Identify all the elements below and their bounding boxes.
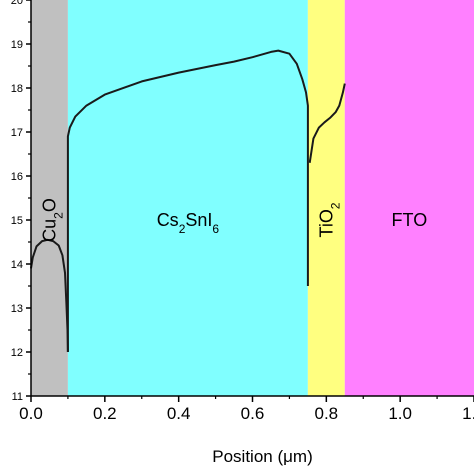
region-label-0: Cu2O [39,198,65,242]
series-0-segment-0 [30,238,69,353]
y-tick-label-7: 18 [11,83,23,95]
regions [31,0,474,396]
region-label-2: TiO2 [316,202,342,237]
y-tick-label-8: 19 [11,39,23,51]
x-tick-label-4: 0.8 [315,404,339,423]
x-tick-label-6: 1.2 [462,404,474,423]
y-tick-label-3: 14 [11,259,23,271]
region-0 [31,0,68,396]
region-labels: Cu2O Cs2SnI6 TiO2 FTO [39,198,427,242]
x-tick-label-5: 1.0 [388,404,412,423]
y-tick-label-1: 12 [11,347,23,359]
region-2 [307,0,345,396]
region-3 [344,0,474,396]
y-tick-label-0: 11 [12,391,23,403]
region-label-3: FTO [392,210,428,230]
region-1 [67,0,308,396]
x-tick-label-2: 0.4 [167,404,191,423]
series-0-segment-1 [66,49,309,352]
y-tick-label-6: 17 [11,127,23,139]
x-axis-label: Position (μm) [212,447,312,466]
y-tick-label-5: 16 [11,171,23,183]
series [30,49,346,353]
series-0-segment-2 [308,83,346,163]
x-tick-label-3: 0.6 [241,404,265,423]
y-tick-label-9: 20 [11,0,23,7]
region-label-1: Cs2SnI6 [157,210,220,236]
x-tick-label-1: 0.2 [93,404,117,423]
x-tick-label-0: 0.0 [19,404,43,423]
axes: 0.0 0.2 0.4 0.6 0.8 1.0 1.2 11 12 13 14 15 16 17 18 19 2… [11,0,474,423]
y-tick-label-4: 15 [11,215,23,227]
y-tick-label-2: 13 [11,303,23,315]
